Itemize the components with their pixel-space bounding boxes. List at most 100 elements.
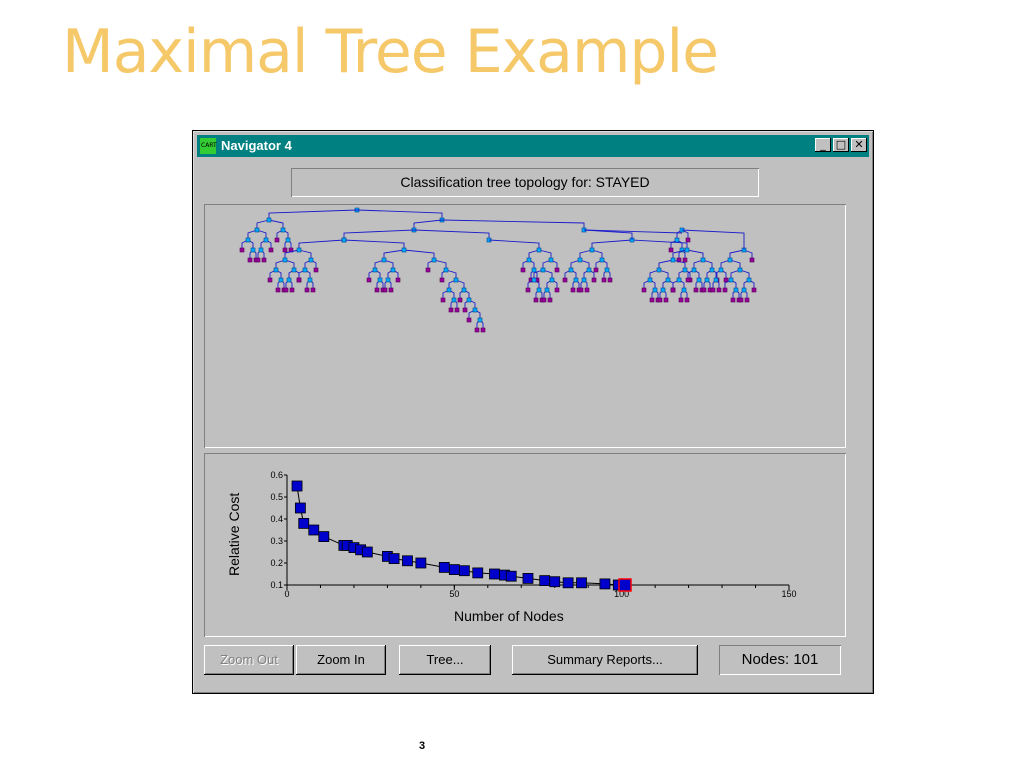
- tree-edge: [284, 259, 295, 270]
- summary-reports-button[interactable]: Summary Reports...: [512, 645, 698, 675]
- slide-title: Maximal Tree Example: [62, 17, 719, 87]
- split-node: [573, 277, 579, 283]
- split-node: [691, 267, 697, 273]
- split-node: [647, 277, 653, 283]
- terminal-node: [668, 247, 674, 253]
- split-node: [728, 277, 734, 283]
- split-node: [461, 287, 467, 293]
- tree-edge: [591, 249, 603, 260]
- tree-edge: [570, 259, 581, 270]
- tree-topology-panel[interactable]: [204, 204, 846, 448]
- terminal-node: [395, 277, 401, 283]
- split-node: [401, 247, 407, 253]
- tree-edge: [739, 269, 750, 280]
- tree-topology-diagram[interactable]: [204, 204, 846, 448]
- terminal-node: [730, 297, 736, 303]
- split-node: [713, 277, 719, 283]
- split-node: [526, 257, 532, 263]
- tree-edge: [591, 239, 633, 250]
- tree-edge: [631, 239, 688, 250]
- tree-edge: [583, 229, 683, 234]
- split-node: [263, 237, 269, 243]
- cost-point: [291, 480, 303, 492]
- tree-edge: [533, 269, 544, 280]
- close-button[interactable]: ✕: [851, 138, 867, 152]
- terminal-node: [749, 257, 755, 263]
- split-node: [548, 257, 554, 263]
- tree-edge: [268, 219, 284, 230]
- terminal-node: [716, 287, 722, 293]
- split-node: [718, 267, 724, 273]
- terminal-node: [282, 247, 288, 253]
- terminal-node: [239, 247, 245, 253]
- split-node: [737, 267, 743, 273]
- split-node: [709, 267, 715, 273]
- terminal-node: [570, 287, 576, 293]
- tree-edge: [579, 249, 593, 260]
- terminal-node: [313, 267, 319, 273]
- terminal-node: [310, 287, 316, 293]
- terminal-node: [374, 287, 380, 293]
- tree-edge: [284, 249, 300, 260]
- relative-cost-chart-panel[interactable]: Relative Cost 0.1 0.2 0.3 0.4 0.5 0.6 0 50 100 15…: [204, 453, 846, 637]
- terminal-node: [722, 287, 728, 293]
- split-node: [746, 277, 752, 283]
- zoom-out-button[interactable]: Zoom Out: [204, 645, 294, 675]
- cost-point: [599, 578, 611, 590]
- cost-point: [505, 570, 517, 582]
- relative-cost-chart[interactable]: 0.1 0.2 0.3 0.4 0.5 0.6 0 50 100 150: [204, 453, 846, 637]
- terminal-node: [641, 287, 647, 293]
- tree-edge: [383, 259, 394, 270]
- tree-edge: [433, 259, 447, 270]
- terminal-node: [554, 287, 560, 293]
- terminal-node: [744, 297, 750, 303]
- split-node: [273, 267, 279, 273]
- terminal-node: [684, 297, 690, 303]
- terminal-node: [439, 277, 445, 283]
- terminal-node: [382, 287, 388, 293]
- tree-edge: [702, 259, 713, 270]
- minimize-button[interactable]: _: [815, 138, 831, 152]
- tree-edge: [686, 249, 704, 260]
- tree-edge: [413, 229, 490, 240]
- terminal-node: [261, 257, 267, 263]
- nodes-count-readout: Nodes: 101: [719, 645, 841, 675]
- zoom-in-button[interactable]: Zoom In: [296, 645, 386, 675]
- split-node: [540, 267, 546, 273]
- page-number: 3: [419, 740, 426, 752]
- terminal-node: [296, 277, 302, 283]
- split-node: [278, 277, 284, 283]
- terminal-node: [541, 297, 547, 303]
- split-node: [682, 267, 688, 273]
- split-node: [258, 247, 264, 253]
- terminal-node: [304, 287, 310, 293]
- tree-edge: [542, 259, 552, 270]
- terminal-node: [247, 257, 253, 263]
- split-node: [660, 287, 666, 293]
- terminal-node: [474, 327, 480, 333]
- terminal-node: [457, 297, 463, 303]
- x-tick-label: 50: [449, 589, 459, 599]
- terminal-node: [480, 327, 486, 333]
- split-node: [676, 277, 682, 283]
- tree-edge: [542, 269, 553, 280]
- tree-button[interactable]: Tree...: [399, 645, 491, 675]
- y-tick-label: 0.2: [270, 558, 283, 568]
- cost-point: [458, 565, 470, 577]
- split-node: [586, 267, 592, 273]
- split-node: [453, 277, 459, 283]
- split-node: [451, 297, 457, 303]
- split-node: [250, 247, 256, 253]
- window-titlebar[interactable]: CART Navigator 4 _ □ ✕: [197, 135, 869, 157]
- split-node: [385, 277, 391, 283]
- terminal-node: [670, 287, 676, 293]
- split-node: [285, 237, 291, 243]
- split-node: [674, 237, 680, 243]
- tree-edge: [343, 239, 405, 250]
- tree-edge: [374, 259, 385, 270]
- split-node: [679, 247, 685, 253]
- tree-edge: [247, 229, 258, 240]
- terminal-node: [584, 287, 590, 293]
- maximize-button[interactable]: □: [833, 138, 849, 152]
- split-node: [280, 227, 286, 233]
